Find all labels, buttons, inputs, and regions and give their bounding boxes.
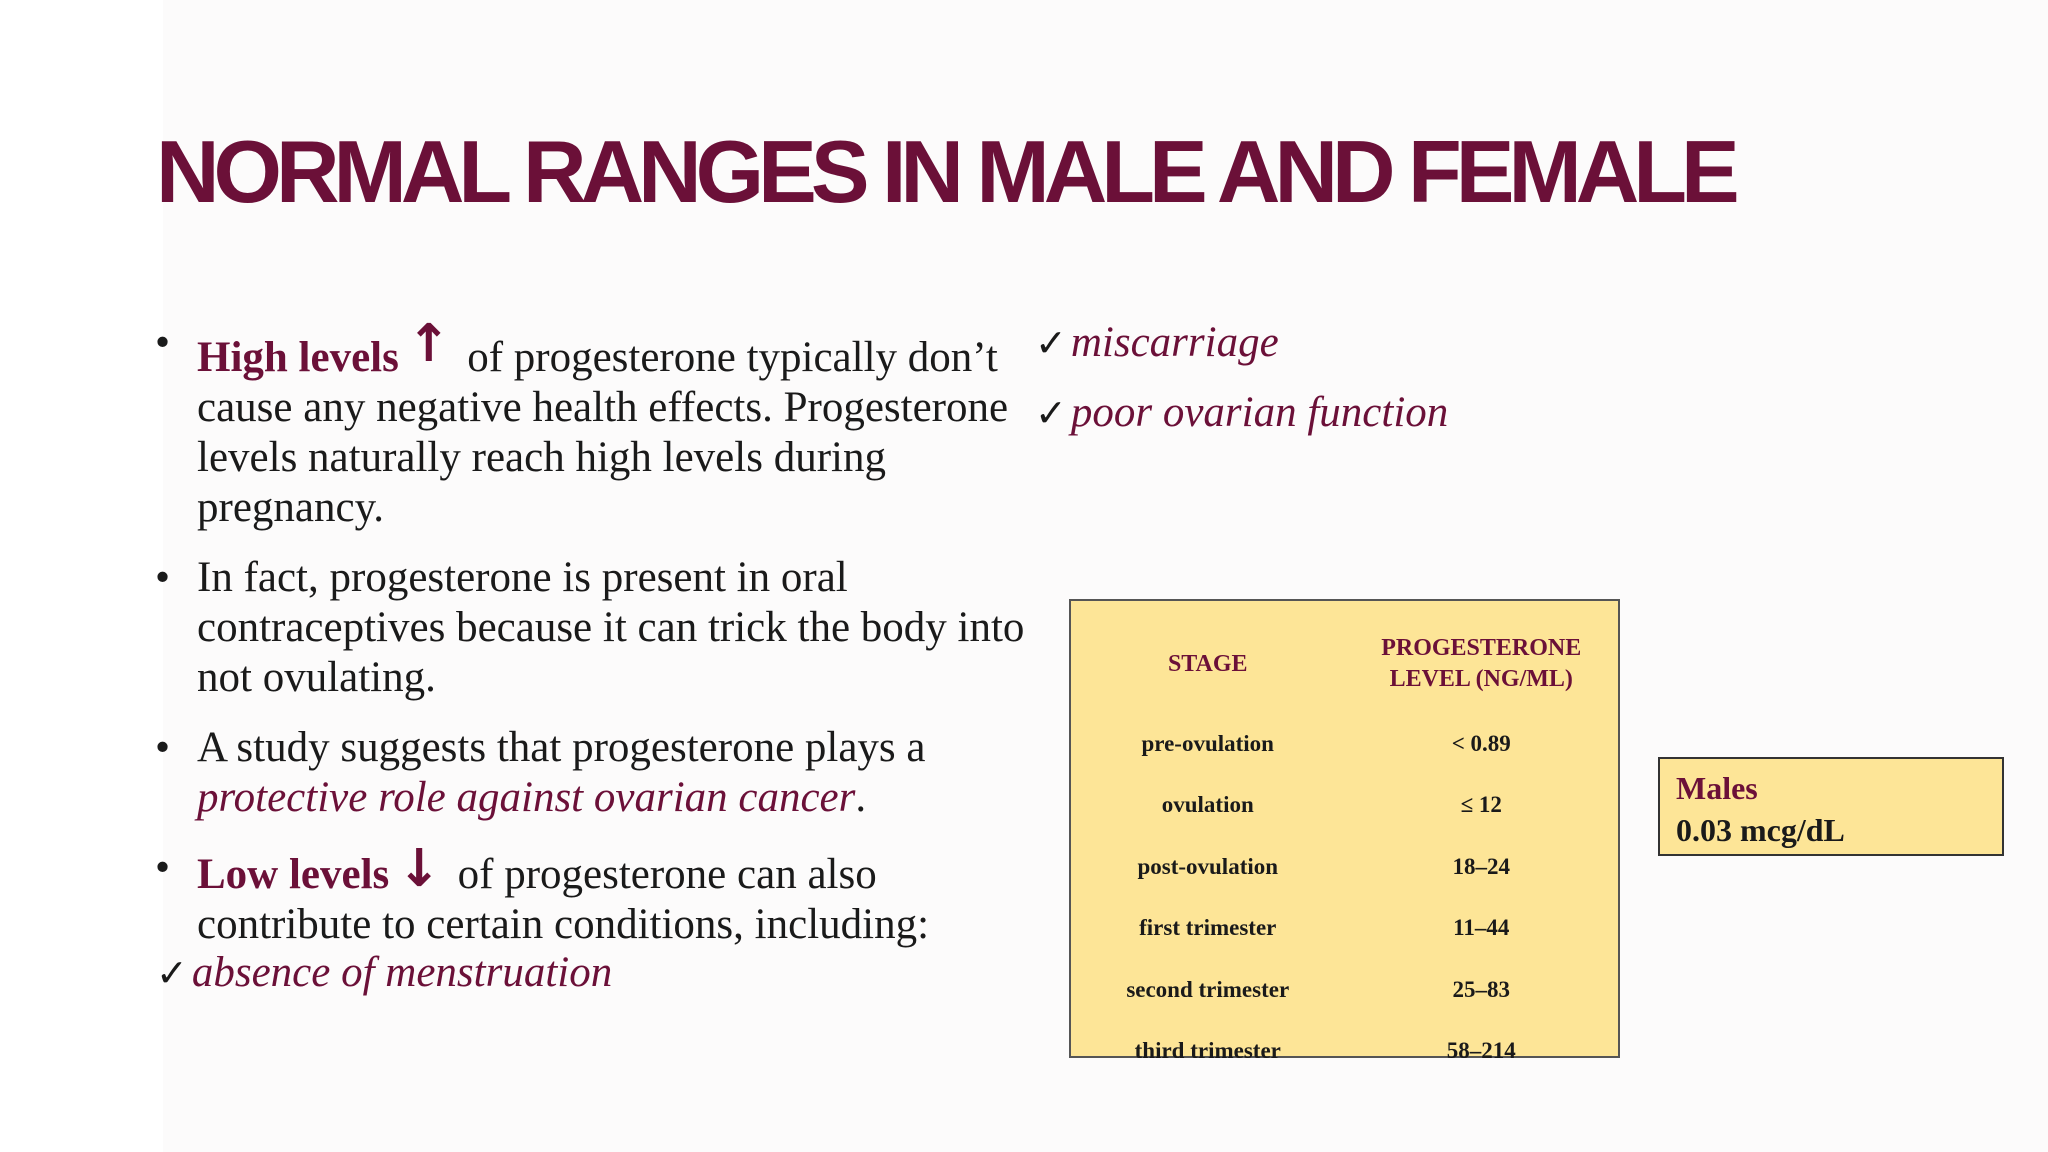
slide-title: NORMAL RANGES IN MALE AND FEMALE (156, 122, 1740, 221)
down-arrow-icon: ↓ (397, 839, 441, 899)
check-icon: ✓ (1035, 391, 1067, 435)
level-cell: ≤ 12 (1460, 792, 1502, 818)
bullet-list: • High levels ↑ of progesterone typically… (155, 318, 1035, 970)
bullet-dot: • (155, 844, 171, 891)
study-text: A study suggests that progesterone plays… (197, 724, 926, 771)
stage-cell: ovulation (1161, 792, 1254, 818)
condition-label: absence of menstruation (191, 949, 613, 996)
high-levels-text-line1: of progesterone typically don’t (456, 334, 998, 381)
condition-label: poor ovarian function (1070, 389, 1449, 436)
low-levels-text: contribute to certain conditions, includ… (197, 901, 930, 948)
header-stage: STAGE (1167, 650, 1248, 677)
table-row: pre-ovulation < 0.89 (1071, 713, 1618, 775)
level-cell: 11–44 (1453, 915, 1510, 941)
table-row: third trimester 58–214 (1071, 1021, 1618, 1083)
stage-cell: first trimester (1139, 915, 1277, 941)
protective-role-text: protective role against ovarian cancer (197, 774, 856, 821)
stage-cell: second trimester (1126, 976, 1290, 1002)
check-icon: ✓ (1035, 321, 1067, 365)
bullet-dot: • (155, 319, 171, 366)
bullet-low-levels: • Low levels ↓ of progesterone can also c… (155, 843, 1035, 950)
males-value: 0.03 mcg/dL (1676, 812, 1845, 848)
bullet-dot: • (155, 554, 171, 601)
header-progesterone-level: PROGESTERONE LEVEL (NG/ML) (1381, 635, 1582, 692)
condition-label: miscarriage (1070, 319, 1279, 366)
level-cell: 18–24 (1452, 853, 1511, 879)
oral-contraceptives-text: In fact, progesterone is present in oral… (197, 554, 1025, 701)
progesterone-table-box: STAGE PROGESTERONE LEVEL (NG/ML) pre-ovu… (1069, 599, 1620, 1063)
males-label: Males (1676, 770, 1758, 806)
condition-absence-of-menstruation: ✓absence of menstruation (156, 948, 612, 998)
high-levels-term: High levels (197, 334, 399, 381)
check-icon: ✓ (156, 951, 188, 995)
low-levels-term: Low levels (197, 851, 390, 898)
up-arrow-icon: ↑ (406, 314, 451, 374)
progesterone-table: STAGE PROGESTERONE LEVEL (NG/ML) pre-ovu… (1071, 601, 1618, 1082)
table-row: second trimester 25–83 (1071, 959, 1618, 1021)
table-row: post-ovulation 18–24 (1071, 836, 1618, 898)
stage-cell: third trimester (1134, 1038, 1281, 1064)
stage-cell: pre-ovulation (1141, 730, 1274, 756)
study-text-end: . (855, 774, 867, 821)
bullet-dot: • (155, 724, 171, 771)
stage-cell: post-ovulation (1137, 853, 1279, 879)
low-levels-text-line1: of progesterone can also (446, 851, 877, 898)
bullet-oral-contraceptives: • In fact, progesterone is present in or… (155, 553, 1035, 703)
table-header-row: STAGE PROGESTERONE LEVEL (NG/ML) (1071, 601, 1618, 713)
bullet-high-levels: • High levels ↑ of progesterone typically… (155, 318, 1035, 533)
level-cell: 58–214 (1446, 1038, 1516, 1064)
high-levels-text: cause any negative health effects. Proge… (197, 384, 1009, 531)
bullet-study: • A study suggests that progesterone pla… (155, 723, 1035, 823)
males-range-box: Males 0.03 mcg/dL (1658, 757, 2004, 856)
level-cell: 25–83 (1452, 976, 1511, 1002)
table-row: first trimester 11–44 (1071, 898, 1618, 960)
condition-miscarriage: ✓miscarriage (1035, 318, 1279, 368)
condition-poor-ovarian-function: ✓poor ovarian function (1035, 388, 1448, 438)
table-row: ovulation ≤ 12 (1071, 775, 1618, 837)
level-cell: < 0.89 (1451, 730, 1511, 756)
